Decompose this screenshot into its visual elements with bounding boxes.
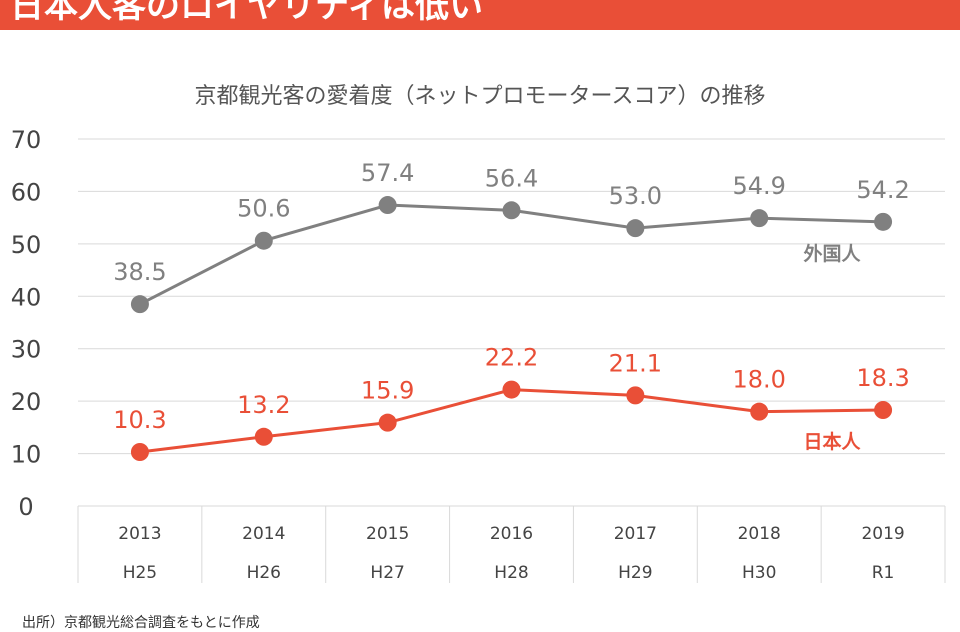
y-tick-label: 60 xyxy=(11,178,42,206)
data-label: 22.2 xyxy=(485,344,538,372)
x-tick-label: 2018 xyxy=(738,524,781,544)
x-tick-label: 2019 xyxy=(861,524,904,544)
x-tick-label-era: H27 xyxy=(370,563,404,583)
source-note: 出所）京都観光総合調査をもとに作成 xyxy=(22,615,260,631)
x-tick-label-era: H29 xyxy=(618,563,652,583)
data-label: 10.3 xyxy=(113,406,166,434)
data-point xyxy=(750,209,769,228)
data-label: 38.5 xyxy=(113,258,166,286)
line-chart: 京都観光客の愛着度（ネットプロモータースコア）の推移 0 10 20 30 40 50 60 7… xyxy=(11,84,946,583)
data-point xyxy=(130,295,149,314)
x-tick-label-era: R1 xyxy=(872,563,895,583)
data-point xyxy=(750,402,769,421)
data-point xyxy=(378,413,397,432)
x-tick-label-era: H26 xyxy=(247,563,281,583)
y-tick-label: 0 xyxy=(18,493,33,521)
series-label: 外国人 xyxy=(803,242,861,265)
data-point xyxy=(502,201,521,220)
banner-title: 日本人客のロイヤリティは低い xyxy=(10,0,483,26)
title-banner: 日本人客のロイヤリティは低い xyxy=(0,0,960,30)
data-label: 13.2 xyxy=(237,391,290,419)
data-label: 54.2 xyxy=(856,176,909,204)
data-label: 50.6 xyxy=(237,195,290,223)
data-point xyxy=(130,442,149,461)
data-label: 18.3 xyxy=(856,364,909,392)
y-tick-label: 50 xyxy=(11,231,42,259)
data-label: 21.1 xyxy=(609,349,662,377)
chart-title: 京都観光客の愛着度（ネットプロモータースコア）の推移 xyxy=(195,84,766,109)
data-label: 54.9 xyxy=(732,172,785,200)
data-point xyxy=(502,380,521,399)
data-label: 18.0 xyxy=(732,366,785,394)
y-tick-label: 40 xyxy=(11,283,42,311)
data-point xyxy=(378,196,397,215)
data-point xyxy=(626,219,645,238)
data-point xyxy=(254,231,273,250)
data-label: 53.0 xyxy=(609,182,662,210)
y-tick-label: 70 xyxy=(11,126,42,154)
data-point xyxy=(874,401,893,420)
x-tick-label: 2017 xyxy=(614,524,657,544)
x-tick-label: 2014 xyxy=(242,524,285,544)
x-tick-label-era: H28 xyxy=(494,563,528,583)
data-point xyxy=(874,212,893,231)
data-point xyxy=(254,427,273,446)
x-tick-label: 2013 xyxy=(118,524,161,544)
y-tick-label: 30 xyxy=(11,336,42,364)
x-tick-label: 2016 xyxy=(490,524,533,544)
y-tick-label: 10 xyxy=(11,441,42,469)
x-tick-label-era: H25 xyxy=(123,563,157,583)
data-point xyxy=(626,386,645,405)
x-tick-label-era: H30 xyxy=(742,563,776,583)
data-label: 56.4 xyxy=(485,164,538,192)
series-label: 日本人 xyxy=(803,430,861,453)
data-label: 57.4 xyxy=(361,159,414,187)
x-tick-label: 2015 xyxy=(366,524,409,544)
y-tick-label: 20 xyxy=(11,388,42,416)
data-label: 15.9 xyxy=(361,377,414,405)
